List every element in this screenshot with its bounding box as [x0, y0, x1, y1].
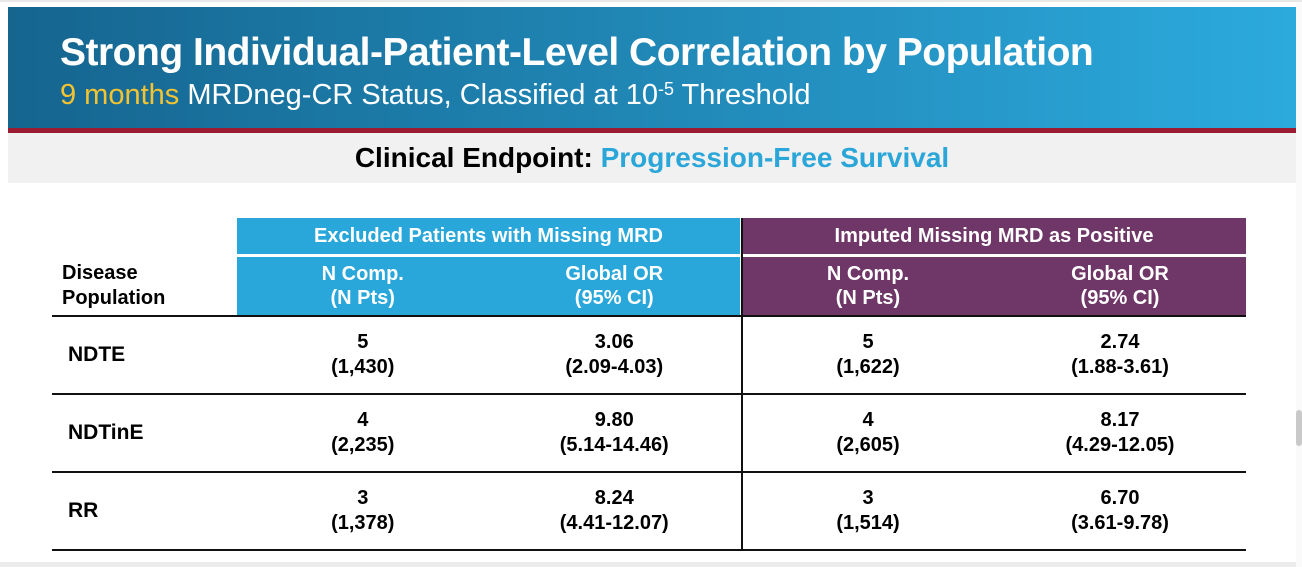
table-bottom-border	[52, 549, 1246, 551]
ci-value: (3.61-9.78)	[1071, 512, 1169, 534]
n-pts-value: (1,622)	[836, 356, 900, 378]
n-pts-value: (1,514)	[836, 512, 900, 534]
n-comp-value: 3	[862, 487, 874, 509]
ci-value: (2.09-4.03)	[565, 356, 664, 378]
population-label: RR	[68, 499, 99, 522]
globalor-header-line2: (95% CI)	[1080, 287, 1160, 309]
slide-title: Strong Individual-Patient-Level Correlat…	[60, 31, 1094, 74]
excluded-globalor-cell: 3.06 (2.09-4.03)	[489, 317, 741, 393]
ci-value: (4.41-12.07)	[559, 512, 669, 534]
disease-population-label: Disease Population	[62, 261, 165, 311]
global-or-value: 6.70	[1100, 487, 1140, 509]
excluded-ncomp-cell: 5 (1,430)	[237, 317, 489, 393]
imputed-ncomp-cell: 3 (1,514)	[742, 473, 994, 549]
globalor-header-line1: Global OR	[565, 263, 664, 285]
imputed-globalor-header: Global OR (95% CI)	[994, 257, 1246, 315]
imputed-ncomp-cell: 5 (1,622)	[742, 317, 994, 393]
disease-population-line2: Population	[62, 287, 166, 309]
window-bottom-edge	[0, 562, 1302, 567]
ci-value: (4.29-12.05)	[1065, 434, 1175, 456]
population-label: NDTinE	[68, 421, 144, 444]
imputed-globalor-cell: 2.74 (1.88-3.61)	[994, 317, 1246, 393]
endpoint-banner: Clinical Endpoint: Progression-Free Surv…	[8, 133, 1296, 183]
imputed-ncomp-header: N Comp. (N Pts)	[742, 257, 994, 315]
n-comp-value: 3	[357, 487, 369, 509]
table-row-ndtine: NDTinE 4 (2,235) 9.80 (5.14-14.46) 4 (2,…	[52, 393, 1246, 471]
n-pts-value: (2,605)	[836, 434, 900, 456]
global-or-value: 3.06	[594, 331, 634, 353]
excluded-subheaders: N Comp. (N Pts) Global OR (95% CI)	[237, 257, 740, 315]
global-or-value: 8.17	[1100, 409, 1140, 431]
globalor-header-line1: Global OR	[1071, 263, 1169, 285]
excluded-ncomp-header: N Comp. (N Pts)	[237, 257, 489, 315]
imputed-globalor-cell: 6.70 (3.61-9.78)	[994, 473, 1246, 549]
endpoint-label: Clinical Endpoint:	[354, 142, 601, 173]
global-or-value: 9.80	[594, 409, 634, 431]
table-header: Disease Population Excluded Patients wit…	[52, 218, 1246, 315]
ci-value: (1.88-3.61)	[1071, 356, 1169, 378]
n-comp-value: 4	[357, 409, 369, 431]
header-gap	[237, 254, 740, 257]
n-pts-value: (1,430)	[331, 356, 395, 378]
n-comp-value: 5	[862, 331, 874, 353]
imputed-globalor-cell: 8.17 (4.29-12.05)	[994, 395, 1246, 471]
ncomp-header-line2: (N Pts)	[330, 287, 395, 309]
endpoint-value: Progression-Free Survival	[600, 142, 950, 173]
population-label: NDTE	[68, 343, 126, 366]
excluded-ncomp-cell: 4 (2,235)	[237, 395, 489, 471]
imputed-subheaders: N Comp. (N Pts) Global OR (95% CI)	[742, 257, 1246, 315]
excluded-globalor-header: Global OR (95% CI)	[488, 257, 740, 315]
accent-rule	[8, 128, 1296, 133]
excluded-globalor-cell: 8.24 (4.41-12.07)	[489, 473, 741, 549]
header-gap	[742, 254, 1246, 257]
subtitle-text-end: Threshold	[674, 79, 811, 111]
global-or-value: 8.24	[594, 487, 634, 509]
ncomp-header-line1: N Comp.	[321, 263, 404, 285]
row-header-cell: Disease Population	[52, 218, 237, 315]
ci-value: (5.14-14.46)	[559, 434, 669, 456]
ncomp-header-line2: (N Pts)	[835, 287, 901, 309]
excluded-group-header: Excluded Patients with Missing MRD	[237, 218, 740, 254]
ncomp-header-line1: N Comp.	[826, 263, 910, 285]
n-pts-value: (2,235)	[331, 434, 395, 456]
imputed-group-header: Imputed Missing MRD as Positive	[742, 218, 1246, 254]
excluded-ncomp-cell: 3 (1,378)	[237, 473, 489, 549]
n-comp-value: 4	[862, 409, 874, 431]
globalor-header-line2: (95% CI)	[574, 287, 654, 309]
vertical-scrollbar[interactable]	[1296, 2, 1302, 567]
excluded-globalor-cell: 9.80 (5.14-14.46)	[489, 395, 741, 471]
table-row-rr: RR 3 (1,378) 8.24 (4.41-12.07) 3 (1,514)…	[52, 471, 1246, 549]
window-top-edge	[0, 0, 1302, 2]
slide-subtitle: 9 months MRDneg-CR Status, Classified at…	[60, 79, 1296, 112]
subtitle-text: MRDneg-CR Status, Classified at 10	[179, 79, 658, 111]
imputed-group-column: Imputed Missing MRD as Positive N Comp. …	[742, 218, 1246, 315]
global-or-value: 2.74	[1100, 331, 1140, 353]
group-divider-line	[741, 218, 743, 551]
subtitle-timepoint: 9 months	[60, 79, 180, 111]
table-row-ndte: NDTE 5 (1,430) 3.06 (2.09-4.03) 5 (1,622…	[52, 315, 1246, 393]
scrollbar-thumb[interactable]	[1296, 410, 1302, 446]
disease-population-line1: Disease	[62, 262, 138, 284]
excluded-group-column: Excluded Patients with Missing MRD N Com…	[237, 218, 740, 315]
n-pts-value: (1,378)	[331, 512, 395, 534]
imputed-ncomp-cell: 4 (2,605)	[742, 395, 994, 471]
correlation-table: Disease Population Excluded Patients wit…	[52, 218, 1246, 551]
slide-title-band: Strong Individual-Patient-Level Correlat…	[8, 7, 1296, 128]
n-comp-value: 5	[357, 331, 369, 353]
subtitle-exponent: -5	[657, 79, 674, 99]
